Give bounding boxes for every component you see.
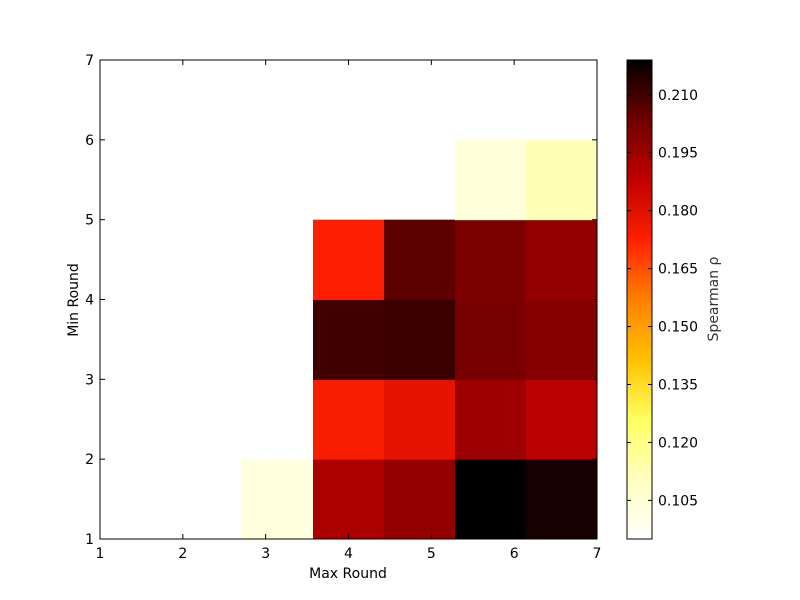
heatmap-cell	[455, 379, 527, 460]
y-tick-label: 1	[85, 532, 94, 548]
heatmap-cells	[242, 139, 598, 540]
x-tick-label: 4	[344, 546, 353, 562]
heatmap-cell	[526, 139, 598, 221]
heatmap-cell	[455, 459, 527, 540]
y-tick-label: 2	[85, 452, 94, 468]
y-tick-label: 7	[85, 53, 94, 69]
heatmap-cell	[526, 459, 598, 540]
y-tick-label: 5	[85, 213, 94, 229]
x-tick-label: 3	[261, 546, 270, 562]
heatmap-cell	[313, 379, 385, 460]
colorbar-tick-label: 0.135	[658, 377, 698, 393]
heatmap-cell	[313, 299, 385, 380]
heatmap-cell	[455, 299, 527, 380]
x-tick-label: 6	[510, 546, 519, 562]
heatmap-cell	[455, 219, 527, 300]
colorbar-tick-label: 0.180	[658, 204, 698, 220]
y-axis-label: Min Round	[66, 263, 82, 337]
heatmap-cell	[455, 139, 527, 221]
heatmap-cell	[384, 219, 456, 300]
heatmap-cell	[242, 459, 314, 540]
y-tick-label: 4	[85, 293, 94, 309]
heatmap-cell	[526, 219, 598, 300]
colorbar-tick-label: 0.105	[658, 493, 698, 509]
heatmap-cell	[384, 459, 456, 540]
heatmap-cell	[313, 219, 385, 300]
colorbar-tick-label: 0.150	[658, 320, 698, 336]
colorbar-ticks: 0.105 0.120 0.135 0.150 0.165 0.180 0.195 0.210	[627, 88, 698, 509]
colorbar-label: Spearman ρ	[706, 256, 722, 341]
x-tick-label: 1	[96, 546, 105, 562]
x-tick-label: 7	[593, 546, 602, 562]
colorbar-tick-label: 0.165	[658, 262, 698, 278]
heatmap-cell	[526, 379, 598, 460]
heatmap-cell	[313, 459, 385, 540]
colorbar-tick-label: 0.195	[658, 146, 698, 162]
colorbar	[626, 59, 653, 540]
colorbar-tick-label: 0.120	[658, 435, 698, 451]
colorbar-tick-label: 0.210	[658, 88, 698, 104]
y-tick-label: 6	[85, 133, 94, 149]
heatmap-cell	[384, 299, 456, 380]
y-axis-ticks: 1 2 3 4 5 6 7	[85, 53, 597, 548]
y-tick-label: 3	[85, 372, 94, 388]
x-tick-label: 5	[427, 546, 436, 562]
heatmap-cell	[384, 379, 456, 460]
heatmap-cell	[526, 299, 598, 380]
x-axis-label: Max Round	[309, 566, 387, 582]
x-axis-ticks: 1 2 3 4 5 6 7	[96, 60, 602, 562]
x-tick-label: 2	[178, 546, 187, 562]
